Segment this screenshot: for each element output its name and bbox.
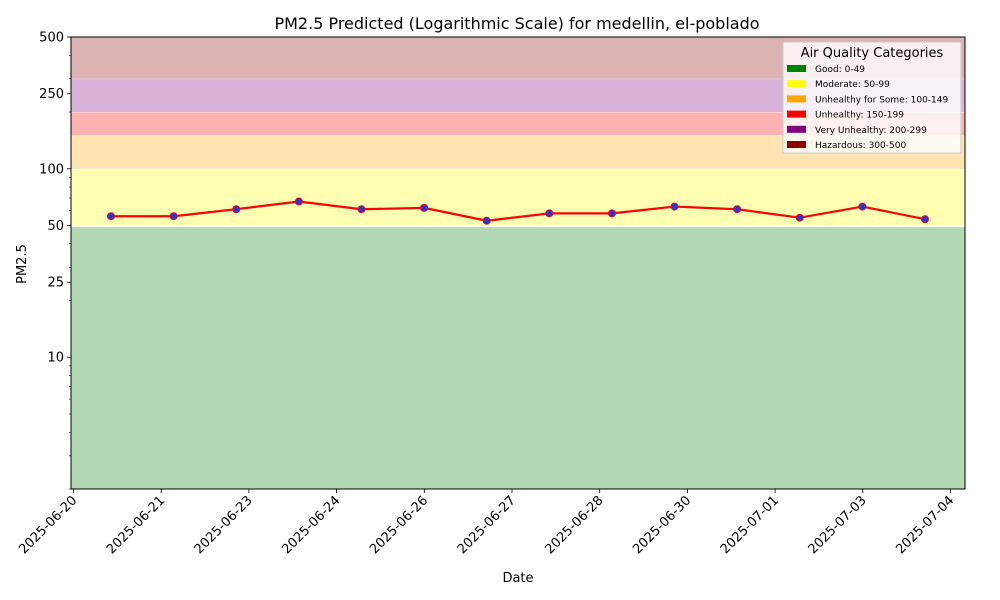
data-point [858, 202, 867, 211]
x-tick-label: 2025-07-03 [806, 493, 870, 557]
y-tick-label: 25 [47, 276, 64, 291]
legend-entry: Moderate: 50-99 [815, 80, 890, 90]
y-tick-label: 50 [47, 219, 64, 234]
y-tick-label: 250 [39, 87, 64, 102]
data-point [670, 202, 679, 211]
data-point [294, 197, 303, 206]
series-layer [107, 197, 930, 225]
legend-entry: Very Unhealthy: 200-299 [815, 126, 927, 136]
legend-swatch [787, 141, 806, 148]
x-tick-label: 2025-06-27 [455, 493, 519, 557]
series-line [111, 200, 926, 222]
data-point [107, 212, 116, 221]
legend-entry: Unhealthy: 150-199 [815, 111, 904, 121]
x-tick-label: 2025-06-28 [542, 493, 606, 557]
data-point [482, 216, 491, 225]
x-tick-label: 2025-07-04 [893, 493, 957, 557]
legend-entry: Good: 0-49 [815, 65, 865, 75]
legend-entry: Hazardous: 300-500 [815, 141, 906, 151]
legend-swatch [787, 95, 806, 103]
data-point [921, 215, 930, 224]
legend: Air Quality Categories Good: 0-49 Moderat… [782, 41, 962, 154]
legend-box [782, 41, 962, 154]
data-point [607, 209, 616, 218]
band-3 [71, 112, 965, 136]
band-0 [71, 227, 965, 489]
x-tick-label: 2025-06-26 [367, 493, 431, 557]
plot-frame [70, 36, 966, 490]
data-point [169, 212, 178, 221]
x-tick-label: 2025-06-20 [16, 493, 80, 557]
y-tick-label: 100 [39, 162, 64, 177]
legend-swatch [787, 65, 806, 72]
legend-swatch [787, 80, 806, 88]
x-tick-label: 2025-06-30 [630, 493, 694, 557]
legend-title: Air Quality Categories [801, 46, 944, 61]
legend-swatch [787, 125, 806, 133]
data-point [795, 213, 804, 222]
y-axis-label: PM2.5 [15, 244, 30, 284]
data-point [357, 205, 366, 214]
chart-title: PM2.5 Predicted (Logarithmic Scale) for … [274, 14, 759, 33]
y-tick-label: 10 [47, 351, 64, 366]
data-point [420, 203, 429, 212]
x-tick-label: 2025-07-01 [718, 493, 782, 557]
data-point [232, 205, 241, 214]
data-point [733, 205, 742, 214]
y-tick-label: 500 [39, 31, 64, 46]
legend-swatch [787, 110, 806, 118]
x-tick-label: 2025-06-21 [104, 493, 168, 557]
legend-entry: Unhealthy for Some: 100-149 [815, 95, 948, 105]
x-axis-label: Date [502, 571, 533, 586]
data-point [545, 209, 554, 218]
x-tick-label: 2025-06-24 [279, 493, 343, 557]
x-tick-label: 2025-06-23 [192, 493, 256, 557]
